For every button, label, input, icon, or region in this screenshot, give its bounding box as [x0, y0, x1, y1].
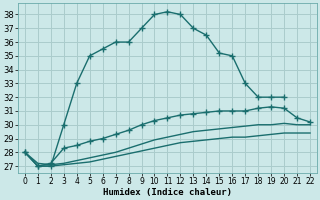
X-axis label: Humidex (Indice chaleur): Humidex (Indice chaleur): [103, 188, 232, 197]
